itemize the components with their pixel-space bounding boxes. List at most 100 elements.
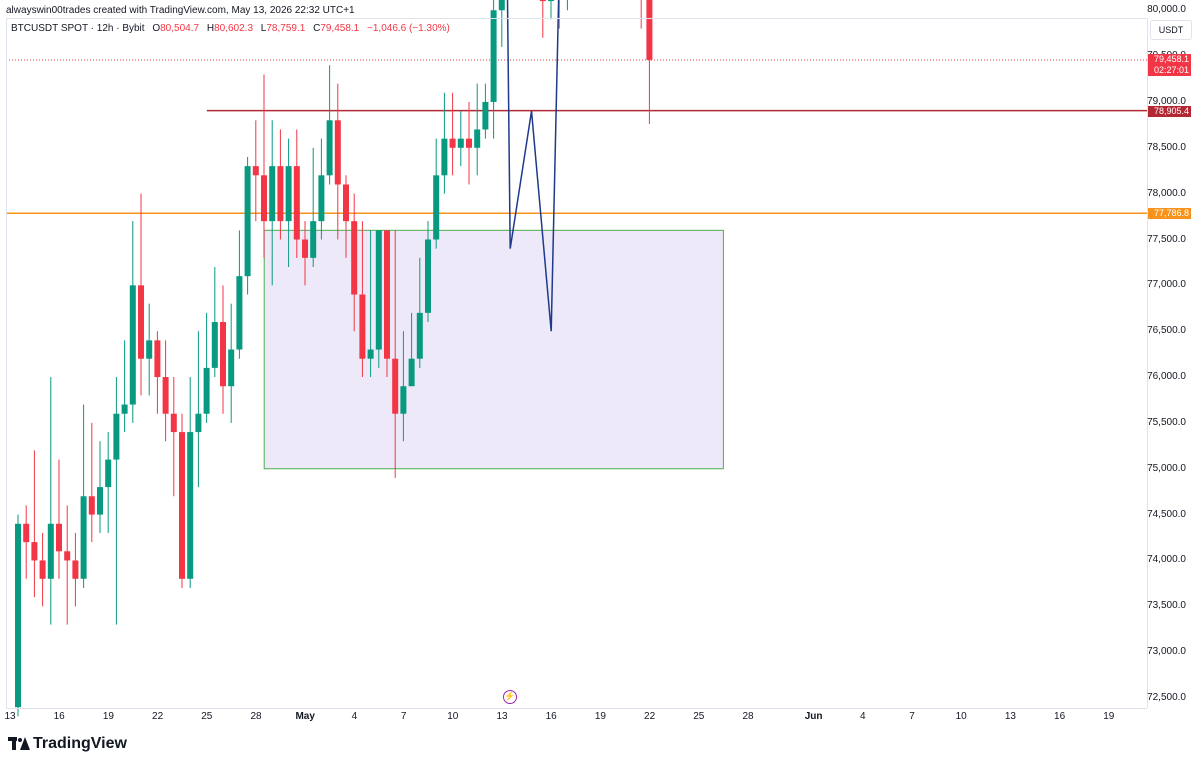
candle: [433, 138, 440, 249]
candle-body: [220, 322, 226, 387]
candle: [566, 0, 568, 11]
candle: [261, 74, 267, 258]
time-tick-label: 16: [545, 711, 557, 722]
candle-body: [97, 487, 103, 515]
candle: [277, 129, 284, 240]
candle-body: [449, 138, 456, 148]
symbol-legend: BTCUSDT SPOT · 12h · Bybit O80,504.7 H80…: [11, 23, 450, 34]
candle-body: [203, 367, 210, 414]
candle: [441, 92, 448, 194]
candle-body: [359, 294, 366, 359]
candle-body: [343, 184, 349, 222]
countdown-value: 02:27:01: [1153, 64, 1189, 75]
candle-body: [252, 166, 259, 176]
price-axis-border: [1147, 18, 1148, 708]
time-tick-label: 7: [909, 711, 915, 722]
time-tick-label: 4: [860, 711, 866, 722]
time-tick-label: 25: [693, 711, 705, 722]
candle-body: [384, 230, 390, 359]
price-tick-label: 76,500.0: [1147, 325, 1186, 337]
candle-body: [310, 221, 317, 258]
price-tick-label: 76,000.0: [1147, 371, 1186, 383]
candle: [498, 0, 505, 47]
candle-body: [539, 0, 546, 2]
candle: [269, 120, 276, 286]
candle: [187, 377, 194, 588]
candle: [351, 193, 358, 332]
candle-body: [425, 239, 431, 313]
candle: [80, 404, 87, 588]
candle: [252, 120, 259, 222]
candle: [408, 312, 415, 387]
candle-body: [88, 496, 95, 515]
brand-name: TradingView: [33, 735, 127, 752]
candle: [302, 221, 308, 286]
candle: [47, 377, 54, 625]
chart-credit: alwayswin00trades created with TradingVi…: [6, 5, 355, 16]
candle: [466, 101, 472, 185]
time-tick-label: 22: [644, 711, 656, 722]
price-tick-label: 74,000.0: [1147, 554, 1186, 566]
levels-layer: [6, 59, 1147, 214]
candle: [121, 340, 128, 433]
candle-body: [548, 0, 554, 2]
time-tick-label: 16: [53, 711, 65, 722]
candle: [285, 138, 292, 268]
change-value: −1,046.6 (−1.30%): [367, 23, 450, 34]
candle: [640, 0, 642, 29]
candle-body: [416, 312, 423, 359]
candle-body: [154, 340, 161, 378]
candle-body: [334, 120, 341, 185]
candle: [375, 230, 382, 368]
candle-body: [441, 138, 448, 176]
candle-body: [211, 322, 218, 368]
candle: [15, 514, 21, 717]
price-tick-label: 78,000.0: [1147, 187, 1186, 199]
candle: [64, 505, 71, 625]
time-tick-label: Jun: [804, 711, 823, 722]
time-tick-label: 10: [955, 711, 967, 722]
candle-body: [285, 166, 292, 222]
symbol-title[interactable]: BTCUSDT SPOT · 12h · Bybit: [11, 23, 145, 34]
candle-body: [72, 560, 79, 579]
candle-body: [293, 166, 300, 240]
candle: [138, 193, 144, 396]
low-value: 78,759.1: [266, 23, 306, 34]
candle: [105, 432, 112, 533]
candle-body: [326, 120, 333, 176]
candle-body: [375, 230, 382, 350]
candle-body: [105, 459, 112, 488]
lightning-icon[interactable]: ⚡: [503, 690, 517, 704]
candle: [129, 221, 136, 423]
candle-body: [187, 432, 194, 579]
candle: [162, 340, 169, 442]
time-tick-label: 13: [496, 711, 508, 722]
close-value: 79,458.1: [320, 23, 360, 34]
candle: [39, 532, 46, 607]
candle: [449, 92, 456, 176]
candle: [170, 377, 177, 497]
candle-body: [39, 560, 46, 579]
candle: [326, 65, 333, 185]
high-value: 80,602.3: [214, 23, 254, 34]
candle-body: [367, 349, 374, 359]
candle: [310, 147, 317, 268]
open-value: 80,504.7: [160, 23, 200, 34]
projection-layer: [506, 0, 560, 332]
candle: [97, 441, 103, 533]
candle-body: [490, 10, 497, 102]
tradingview-logo[interactable]: TradingView: [8, 735, 127, 753]
candle: [646, 0, 653, 125]
time-tick-label: 4: [351, 711, 358, 722]
time-tick-label: 13: [4, 711, 16, 722]
close-label: C: [313, 23, 321, 34]
price-tick-label: 80,000.0: [1147, 4, 1186, 16]
tradingview-icon: [8, 737, 30, 751]
candle: [23, 505, 30, 579]
candle: [88, 422, 95, 543]
currency-button[interactable]: USDT: [1150, 20, 1192, 40]
candle-body: [261, 175, 267, 222]
candle-body: [433, 175, 440, 240]
high-label: H: [206, 23, 215, 34]
